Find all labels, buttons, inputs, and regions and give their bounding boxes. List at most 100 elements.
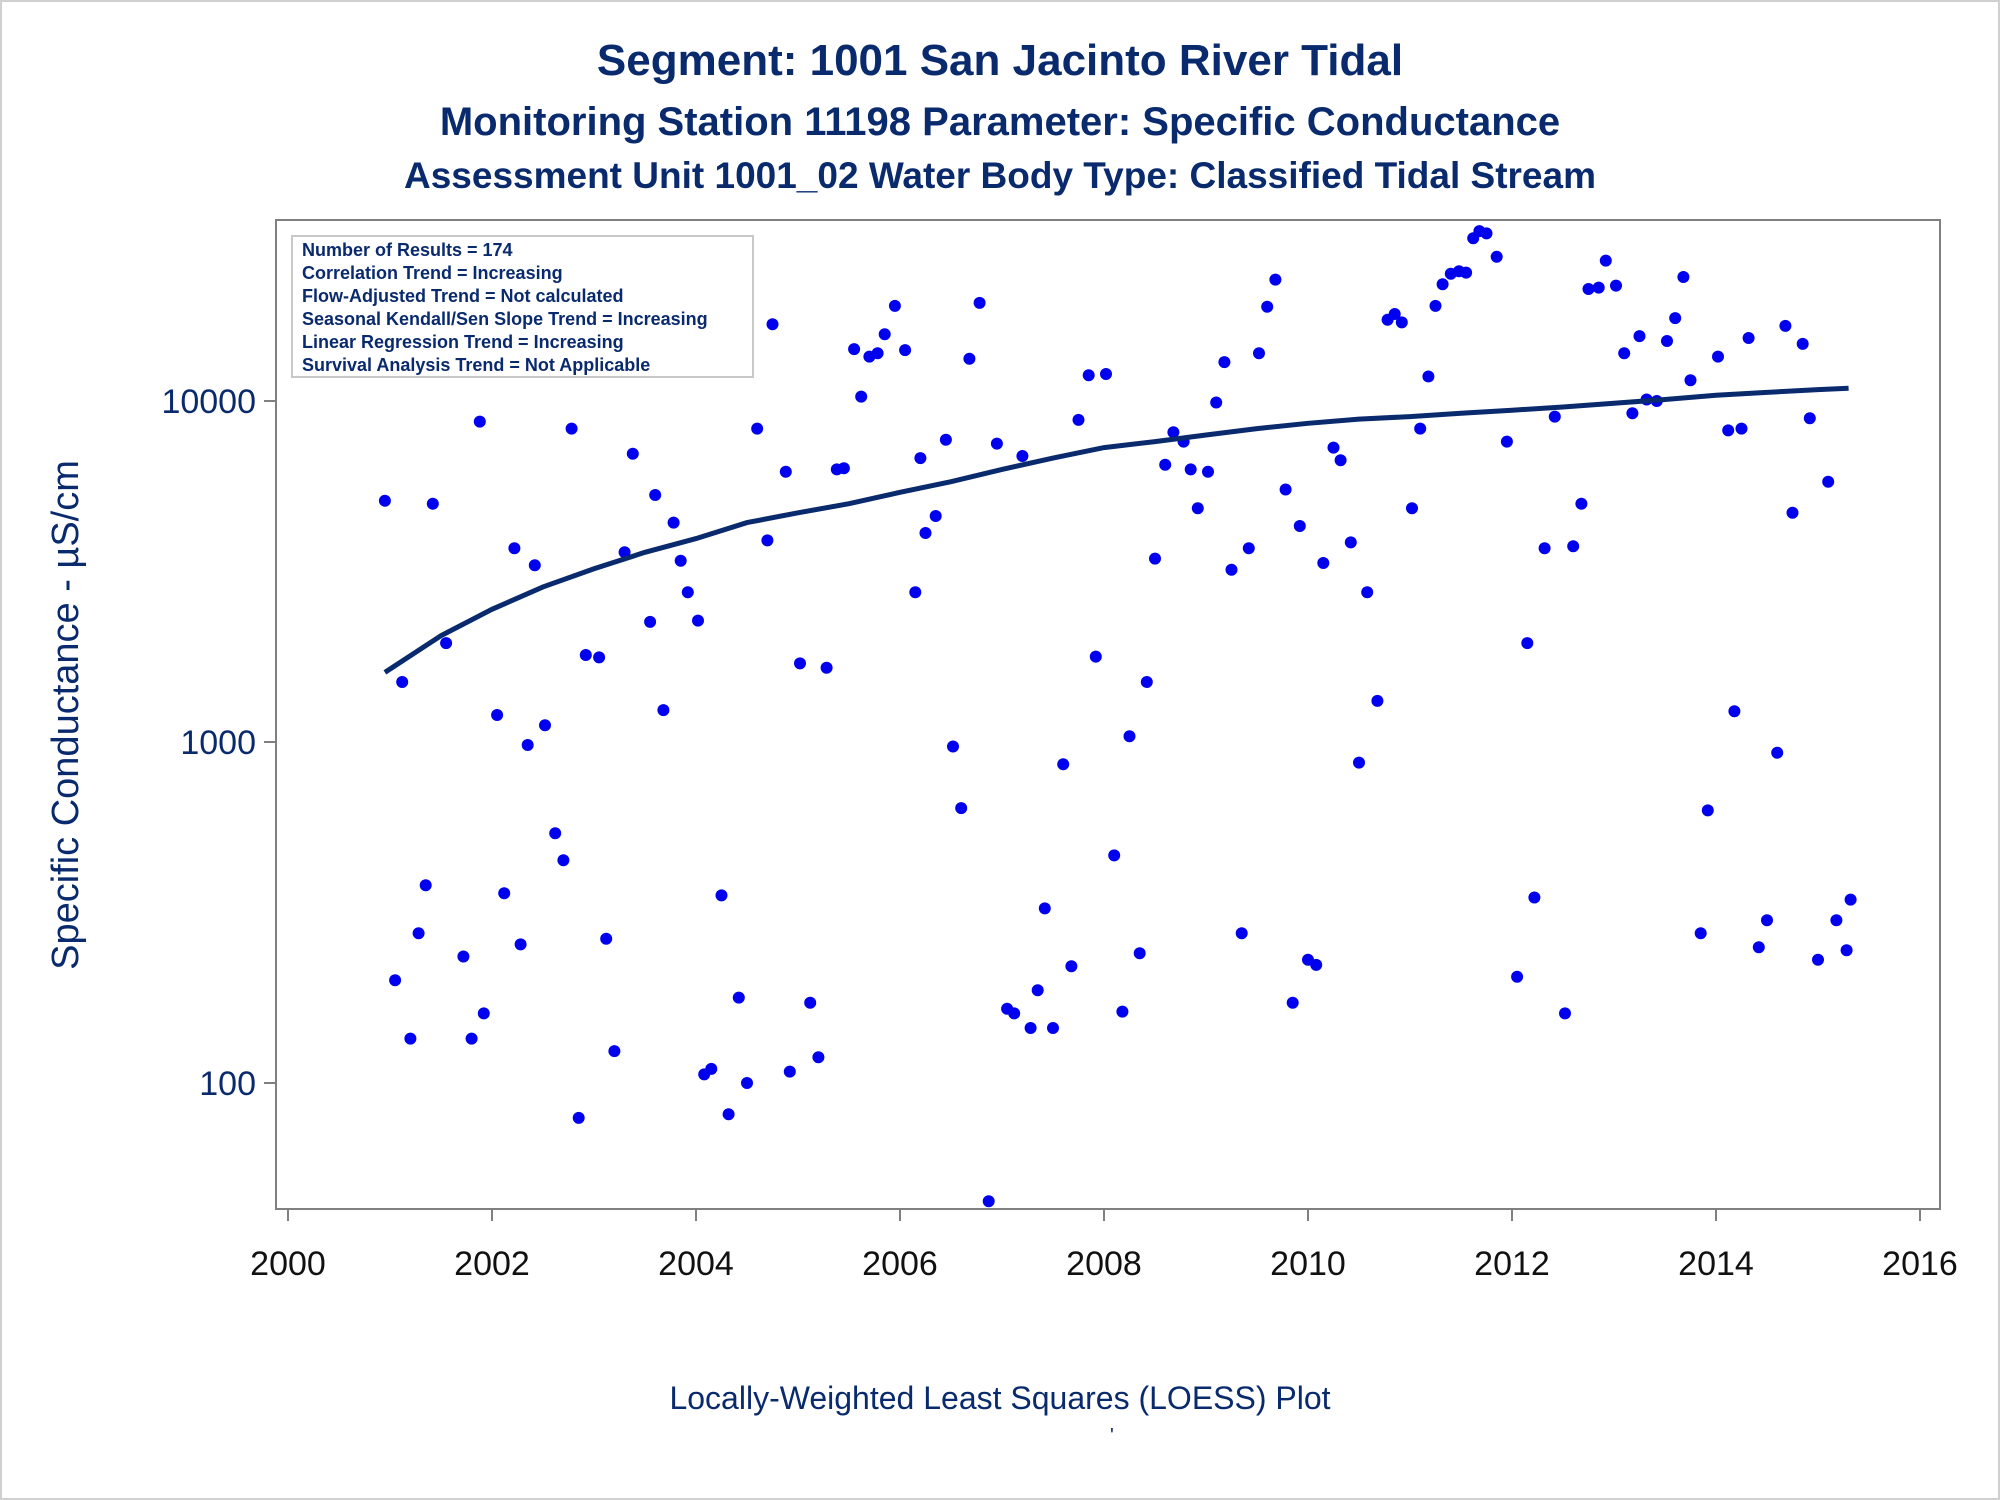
data-point bbox=[1661, 335, 1673, 347]
data-point bbox=[1722, 424, 1735, 437]
data-point bbox=[649, 489, 662, 501]
data-point bbox=[498, 887, 511, 900]
x-tick-label: 2008 bbox=[1066, 1245, 1142, 1283]
data-point bbox=[1008, 1007, 1021, 1020]
x-tick-label: 2000 bbox=[250, 1245, 326, 1283]
stat-survival-analysis-trend: Survival Analysis Trend = Not Applicable bbox=[302, 355, 650, 375]
data-point bbox=[667, 516, 680, 529]
data-point bbox=[404, 1032, 417, 1045]
data-point bbox=[1844, 893, 1857, 906]
data-point bbox=[1269, 273, 1282, 286]
data-point bbox=[1353, 756, 1365, 769]
x-tick-label: 2006 bbox=[862, 1245, 938, 1283]
stat-linear-regression-trend: Linear Regression Trend = Increasing bbox=[302, 332, 624, 352]
data-point bbox=[593, 651, 606, 664]
data-point bbox=[1261, 300, 1274, 313]
data-point bbox=[1344, 536, 1357, 549]
data-point bbox=[1140, 676, 1153, 688]
data-point bbox=[644, 615, 657, 628]
x-tick-label: 2010 bbox=[1270, 1245, 1346, 1283]
data-point bbox=[1429, 299, 1442, 312]
data-point bbox=[1293, 520, 1306, 532]
data-point bbox=[855, 390, 868, 403]
y-tick-label: 100 bbox=[199, 1065, 256, 1103]
data-point bbox=[1422, 370, 1435, 383]
data-point bbox=[722, 1108, 735, 1121]
data-point bbox=[1840, 944, 1853, 957]
data-point bbox=[1803, 412, 1816, 425]
data-point bbox=[1082, 369, 1095, 382]
data-point bbox=[1830, 914, 1843, 927]
data-point bbox=[508, 542, 521, 555]
data-point bbox=[681, 586, 694, 599]
data-point bbox=[1610, 279, 1622, 292]
data-point bbox=[600, 932, 613, 945]
data-point bbox=[955, 802, 968, 815]
data-point bbox=[491, 709, 504, 721]
data-point bbox=[1047, 1022, 1059, 1034]
data-point bbox=[1761, 914, 1773, 927]
data-point bbox=[878, 328, 891, 341]
data-point bbox=[1618, 347, 1631, 360]
data-point bbox=[1167, 426, 1180, 439]
data-point bbox=[1388, 308, 1401, 320]
data-point bbox=[783, 1065, 796, 1078]
data-point bbox=[1089, 650, 1102, 663]
data-point bbox=[1253, 347, 1265, 360]
data-point bbox=[848, 343, 861, 356]
data-point bbox=[1218, 356, 1231, 369]
data-point bbox=[396, 676, 409, 688]
data-point bbox=[914, 452, 927, 465]
stat-number-of-results: Number of Results = 174 bbox=[302, 240, 513, 260]
data-point bbox=[1395, 316, 1408, 329]
data-point bbox=[539, 719, 551, 732]
stats-box-border bbox=[291, 235, 754, 378]
data-point bbox=[929, 510, 942, 522]
data-point bbox=[1242, 542, 1255, 555]
data-point bbox=[1812, 953, 1824, 966]
x-tick-label: 2016 bbox=[1882, 1245, 1958, 1283]
data-point bbox=[477, 1007, 490, 1020]
data-point bbox=[1279, 483, 1292, 496]
data-point bbox=[741, 1077, 753, 1089]
data-point bbox=[1072, 413, 1085, 426]
data-point bbox=[426, 497, 439, 510]
data-point bbox=[1822, 475, 1835, 488]
data-point bbox=[1599, 254, 1612, 267]
stat-correlation-trend: Correlation Trend = Increasing bbox=[302, 263, 563, 283]
data-point bbox=[1735, 422, 1748, 435]
data-point bbox=[1406, 502, 1418, 515]
x-tick-label: 2012 bbox=[1474, 1245, 1550, 1283]
data-point bbox=[1031, 984, 1044, 997]
data-point bbox=[1538, 542, 1551, 555]
x-axis: 2000 2002 2004 2006 2008 2010 2012 2014 2016 bbox=[250, 1209, 1958, 1283]
data-point bbox=[1210, 396, 1223, 409]
data-point bbox=[1500, 435, 1513, 448]
data-point bbox=[909, 586, 922, 599]
data-point bbox=[1742, 332, 1755, 344]
data-point bbox=[1771, 746, 1784, 759]
data-point bbox=[705, 1062, 718, 1075]
data-point bbox=[419, 879, 432, 892]
chart-subtitle-2: Assessment Unit 1001_02 Water Body Type:… bbox=[404, 155, 1596, 196]
data-point bbox=[1712, 350, 1724, 363]
data-point bbox=[919, 527, 932, 539]
data-point bbox=[1582, 283, 1595, 295]
data-point bbox=[812, 1051, 825, 1064]
data-point bbox=[626, 447, 639, 460]
x-tick-label: 2014 bbox=[1678, 1245, 1754, 1283]
data-point bbox=[1480, 227, 1493, 240]
data-point bbox=[1202, 465, 1214, 478]
plot-area bbox=[275, 219, 1941, 1210]
data-point bbox=[1184, 463, 1197, 476]
data-point bbox=[674, 554, 687, 567]
data-point bbox=[692, 614, 704, 627]
data-point bbox=[1038, 902, 1051, 915]
x-tick-label: 2004 bbox=[658, 1245, 734, 1283]
data-point bbox=[1159, 458, 1172, 471]
x-tick-label: 2002 bbox=[454, 1245, 530, 1283]
loess-curve bbox=[383, 385, 1849, 675]
data-point bbox=[1235, 927, 1248, 940]
data-point bbox=[963, 352, 976, 365]
